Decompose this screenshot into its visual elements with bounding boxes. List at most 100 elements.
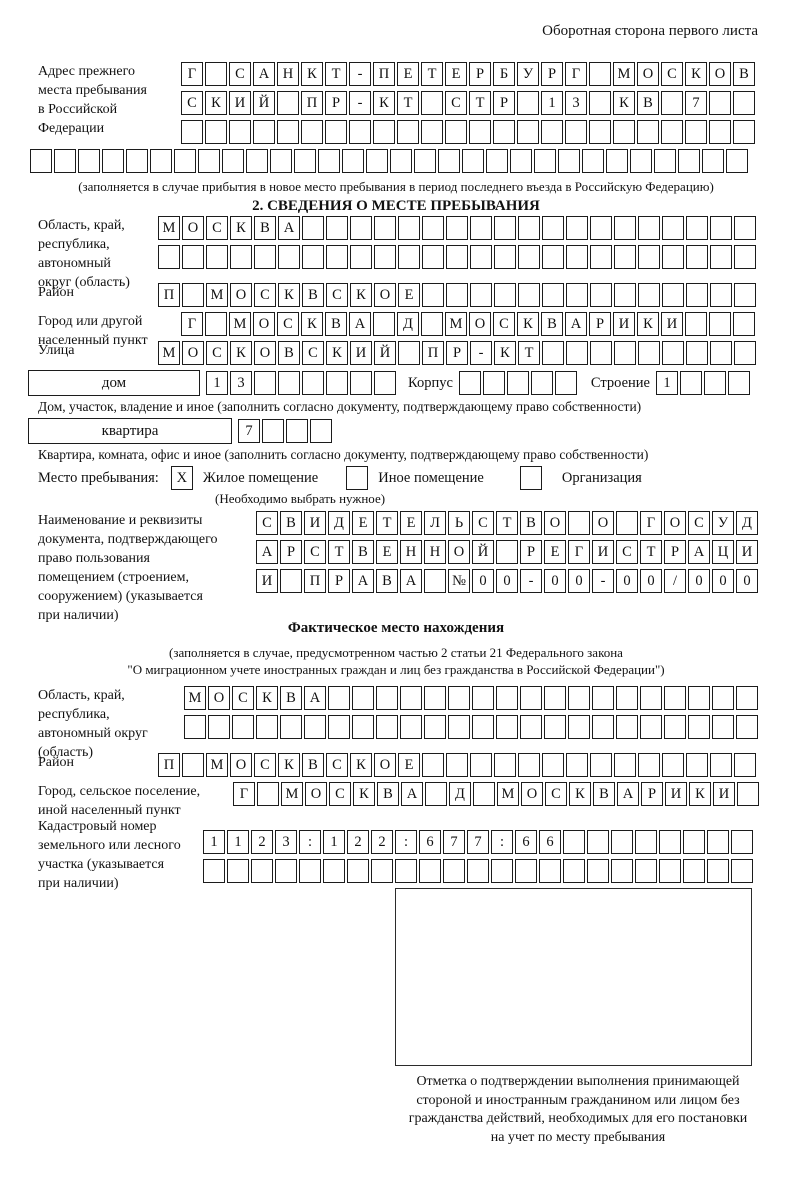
char-cell[interactable] [254, 245, 276, 269]
char-cell[interactable]: Г [181, 62, 203, 86]
char-cell[interactable]: 1 [323, 830, 345, 854]
char-cell[interactable] [518, 245, 540, 269]
char-cell[interactable]: К [230, 341, 252, 365]
char-cell[interactable] [328, 715, 350, 739]
char-cell[interactable]: М [229, 312, 251, 336]
char-cell[interactable] [662, 283, 684, 307]
char-cell[interactable] [683, 859, 705, 883]
char-cell[interactable]: 0 [616, 569, 638, 593]
char-cell[interactable]: О [208, 686, 230, 710]
char-cell[interactable] [616, 715, 638, 739]
char-cell[interactable]: / [664, 569, 686, 593]
char-cell[interactable]: В [377, 782, 399, 806]
char-cell[interactable] [445, 120, 467, 144]
char-cell[interactable] [638, 216, 660, 240]
char-cell[interactable] [614, 753, 636, 777]
char-cell[interactable] [422, 245, 444, 269]
char-cell[interactable] [470, 283, 492, 307]
char-cell[interactable]: И [592, 540, 614, 564]
char-cell[interactable]: О [305, 782, 327, 806]
char-cell[interactable] [640, 715, 662, 739]
char-cell[interactable] [472, 715, 494, 739]
char-cell[interactable]: И [713, 782, 735, 806]
char-cell[interactable] [280, 715, 302, 739]
char-cell[interactable]: У [712, 511, 734, 535]
char-cell[interactable] [206, 245, 228, 269]
char-cell[interactable]: О [709, 62, 731, 86]
char-cell[interactable]: 1 [227, 830, 249, 854]
char-cell[interactable] [664, 715, 686, 739]
char-cell[interactable]: И [256, 569, 278, 593]
char-cell[interactable] [421, 91, 443, 115]
char-cell[interactable] [590, 245, 612, 269]
char-cell[interactable] [446, 245, 468, 269]
char-cell[interactable]: - [349, 91, 371, 115]
char-cell[interactable]: О [521, 782, 543, 806]
char-cell[interactable]: 1 [203, 830, 225, 854]
char-cell[interactable] [373, 120, 395, 144]
char-cell[interactable]: А [349, 312, 371, 336]
char-cell[interactable]: О [637, 62, 659, 86]
char-cell[interactable] [494, 245, 516, 269]
char-cell[interactable]: В [352, 540, 374, 564]
char-cell[interactable]: У [517, 62, 539, 86]
char-cell[interactable] [686, 283, 708, 307]
char-cell[interactable] [150, 149, 172, 173]
char-cell[interactable]: В [280, 511, 302, 535]
char-cell[interactable]: Ц [712, 540, 734, 564]
char-cell[interactable]: С [206, 216, 228, 240]
char-cell[interactable]: - [470, 341, 492, 365]
char-cell[interactable]: Д [736, 511, 758, 535]
char-cell[interactable] [438, 149, 460, 173]
char-cell[interactable]: М [206, 753, 228, 777]
char-cell[interactable]: : [491, 830, 513, 854]
char-cell[interactable]: В [593, 782, 615, 806]
char-cell[interactable] [638, 753, 660, 777]
char-cell[interactable]: К [350, 283, 372, 307]
char-cell[interactable]: Р [589, 312, 611, 336]
char-cell[interactable] [510, 149, 532, 173]
char-cell[interactable]: В [520, 511, 542, 535]
char-cell[interactable]: Г [565, 62, 587, 86]
char-cell[interactable] [232, 715, 254, 739]
char-cell[interactable]: Р [446, 341, 468, 365]
char-cell[interactable] [262, 419, 284, 443]
char-cell[interactable]: - [349, 62, 371, 86]
char-cell[interactable] [518, 283, 540, 307]
char-cell[interactable] [712, 686, 734, 710]
char-cell[interactable]: Т [397, 91, 419, 115]
char-cell[interactable]: О [469, 312, 491, 336]
char-cell[interactable]: Е [376, 540, 398, 564]
char-cell[interactable]: 0 [688, 569, 710, 593]
char-cell[interactable] [686, 341, 708, 365]
char-cell[interactable] [424, 715, 446, 739]
char-cell[interactable] [737, 782, 759, 806]
char-cell[interactable]: Т [640, 540, 662, 564]
char-cell[interactable] [659, 859, 681, 883]
char-cell[interactable] [734, 283, 756, 307]
char-cell[interactable] [702, 149, 724, 173]
char-cell[interactable] [638, 341, 660, 365]
char-cell[interactable]: Л [424, 511, 446, 535]
char-cell[interactable]: К [350, 753, 372, 777]
char-cell[interactable] [102, 149, 124, 173]
char-cell[interactable]: О [230, 283, 252, 307]
char-cell[interactable]: 7 [685, 91, 707, 115]
char-cell[interactable]: П [304, 569, 326, 593]
char-cell[interactable] [182, 283, 204, 307]
char-cell[interactable] [482, 371, 505, 395]
char-cell[interactable]: А [400, 569, 422, 593]
char-cell[interactable] [506, 371, 529, 395]
char-cell[interactable] [590, 341, 612, 365]
char-cell[interactable]: А [401, 782, 423, 806]
char-cell[interactable] [205, 312, 227, 336]
char-cell[interactable]: 1 [206, 371, 228, 395]
char-cell[interactable] [566, 283, 588, 307]
char-cell[interactable] [286, 419, 308, 443]
char-cell[interactable] [491, 859, 513, 883]
char-cell[interactable]: С [545, 782, 567, 806]
char-cell[interactable]: О [182, 216, 204, 240]
char-cell[interactable] [462, 149, 484, 173]
char-cell[interactable]: В [278, 341, 300, 365]
char-cell[interactable] [611, 859, 633, 883]
